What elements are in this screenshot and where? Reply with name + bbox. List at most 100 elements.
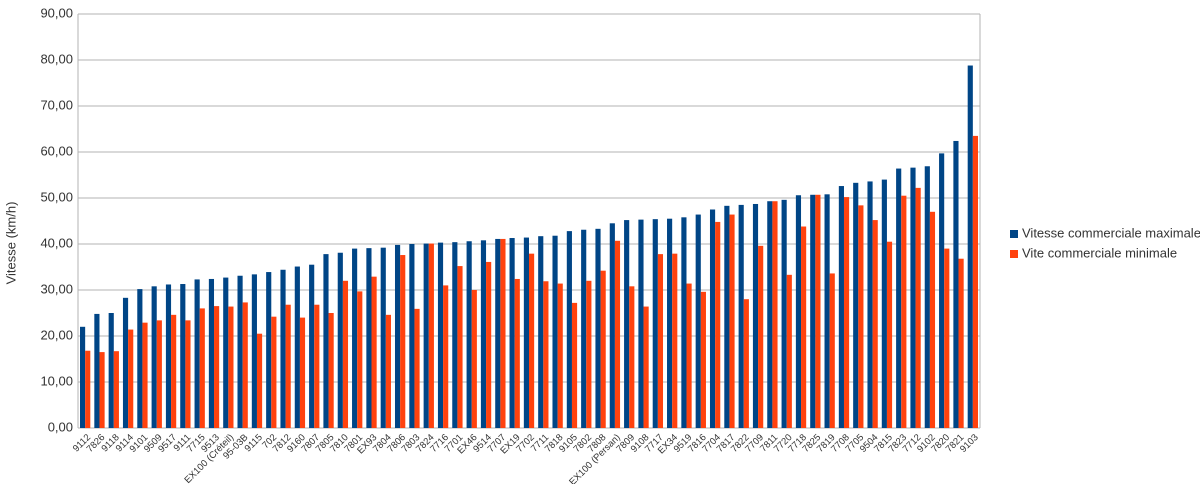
bar — [314, 304, 320, 428]
bar — [729, 214, 735, 428]
bar — [972, 135, 978, 428]
bar — [724, 205, 730, 428]
bar — [380, 247, 386, 428]
bar — [838, 186, 844, 428]
bar — [944, 248, 950, 428]
bar — [924, 166, 930, 428]
bar — [400, 255, 406, 428]
bar — [672, 253, 678, 428]
y-tick-label: 30,00 — [40, 281, 73, 296]
bar — [901, 195, 907, 428]
bar — [271, 316, 277, 428]
bar — [686, 283, 692, 428]
bar — [514, 278, 520, 428]
bar — [858, 205, 864, 428]
bar — [194, 279, 200, 428]
bar — [657, 254, 664, 428]
bar — [328, 313, 334, 428]
bar — [752, 203, 759, 428]
bar — [781, 199, 787, 428]
bar — [165, 284, 172, 428]
bar — [629, 286, 635, 428]
bar — [228, 306, 234, 428]
bar — [738, 204, 744, 428]
bar — [495, 238, 501, 428]
bar — [299, 317, 306, 428]
bar — [180, 284, 186, 428]
bar — [309, 264, 315, 428]
bar — [80, 326, 86, 428]
bar — [786, 274, 792, 428]
y-tick-label: 80,00 — [40, 51, 73, 66]
bar — [285, 304, 291, 428]
bar — [156, 320, 162, 428]
bar — [709, 209, 716, 428]
bar — [638, 219, 644, 428]
bar — [609, 223, 615, 428]
y-tick-label: 50,00 — [40, 189, 73, 204]
bar — [772, 201, 778, 428]
bar — [142, 322, 148, 428]
bar — [294, 266, 300, 428]
bar — [113, 351, 119, 428]
bar — [342, 280, 349, 428]
bar — [715, 221, 721, 428]
bar — [695, 214, 701, 428]
bar — [586, 280, 592, 428]
bar — [815, 194, 821, 428]
bar — [185, 320, 191, 428]
bar — [137, 289, 143, 428]
bar — [700, 291, 706, 428]
legend-swatch — [1010, 230, 1018, 238]
bar — [967, 65, 973, 429]
bar — [414, 308, 420, 428]
y-tick-label: 90,00 — [40, 5, 73, 20]
bar — [266, 272, 272, 428]
bar — [896, 168, 902, 428]
bar — [652, 219, 658, 428]
bar — [557, 283, 563, 428]
bar — [214, 306, 220, 428]
bar — [385, 314, 391, 428]
bar — [452, 242, 458, 428]
bar — [423, 243, 429, 428]
bar — [237, 275, 243, 428]
bar — [581, 229, 587, 428]
legend-label: Vitesse commerciale maximale — [1022, 225, 1200, 240]
bar — [108, 313, 114, 428]
bar — [552, 235, 558, 428]
bar — [357, 291, 363, 428]
bar — [251, 274, 257, 428]
legend-label: Vite commerciale minimale — [1022, 245, 1177, 260]
bar — [394, 244, 401, 428]
bar — [929, 211, 936, 428]
y-axis-label: Vitesse (km/h) — [3, 202, 18, 285]
bar — [500, 238, 506, 428]
y-tick-label: 40,00 — [40, 235, 73, 250]
bar — [667, 218, 673, 428]
bar — [151, 286, 157, 428]
bar — [437, 242, 444, 428]
bar — [523, 237, 529, 428]
bar — [824, 194, 830, 428]
bar — [171, 314, 177, 428]
bar — [939, 153, 945, 428]
y-tick-label: 60,00 — [40, 143, 73, 158]
bar — [85, 350, 91, 428]
bar — [566, 231, 572, 428]
bar — [953, 140, 959, 428]
bar — [366, 248, 372, 428]
bar — [881, 179, 887, 428]
y-tick-label: 10,00 — [40, 373, 73, 388]
bar — [624, 220, 630, 428]
bar — [886, 241, 893, 428]
bar — [223, 277, 229, 428]
bar — [337, 252, 343, 428]
bar — [843, 197, 850, 428]
y-tick-label: 20,00 — [40, 327, 73, 342]
bar — [509, 238, 515, 428]
bar — [409, 244, 415, 428]
bar — [867, 181, 873, 428]
bar — [614, 240, 621, 428]
